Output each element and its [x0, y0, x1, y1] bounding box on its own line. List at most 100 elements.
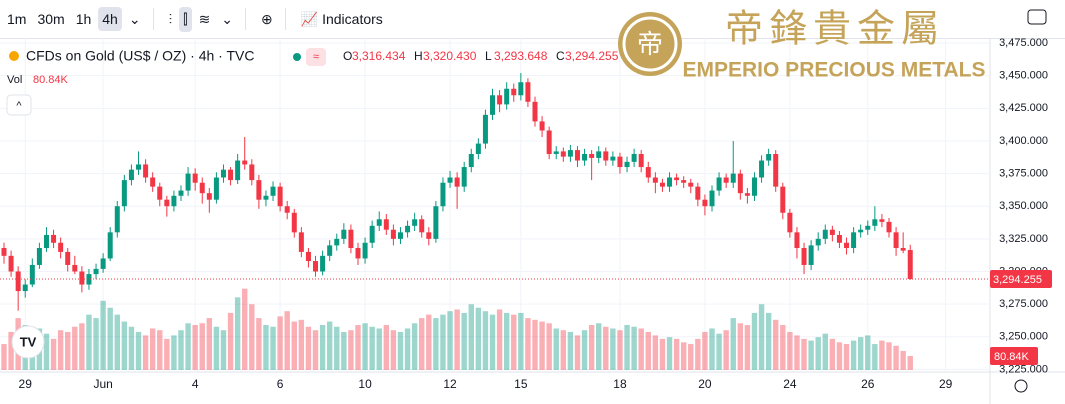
candle-body [341, 229, 347, 239]
volume-bar [815, 337, 821, 370]
volume-bar [348, 330, 354, 370]
tv-logo[interactable] [11, 325, 45, 359]
volume-bar [390, 330, 397, 370]
separator [152, 8, 154, 30]
volume-bar [787, 331, 793, 370]
candle-body [468, 154, 474, 168]
candle-body [844, 242, 850, 248]
toolbar: 1m 30m 1h 4h ⌄ ⫶ ⫿ ≋ ⌄ ⊕ 📈 Indicators [0, 0, 1065, 39]
candle-body [107, 232, 113, 259]
indicators[interactable]: 📈 Indicators [300, 10, 383, 27]
candle-body [624, 161, 630, 168]
readout-value: 3,316.434 [352, 49, 406, 63]
volume-bar [695, 338, 701, 370]
volume-bar [277, 316, 283, 370]
candle-body [128, 169, 134, 181]
volume-bar [65, 331, 71, 370]
candle-body [461, 167, 467, 187]
candle-body [390, 229, 396, 239]
volume-bar [539, 321, 545, 370]
volume-bar [234, 297, 241, 370]
x-tick-label: Jun [93, 377, 112, 391]
interval[interactable]: 1h [75, 11, 92, 27]
collapse-button[interactable] [6, 94, 32, 116]
volume-bar [482, 311, 489, 370]
area-style[interactable]: ≋ [198, 10, 211, 27]
candle-body [291, 212, 297, 233]
interval[interactable]: 1m [7, 11, 27, 27]
candle-body [419, 219, 425, 233]
volume-bar [603, 326, 609, 370]
candle-body [596, 151, 602, 158]
candle-body [907, 250, 913, 279]
y-tick-label: 3,375.000 [999, 167, 1048, 179]
candle-body [893, 232, 899, 248]
volume-bar [199, 323, 205, 370]
volume-bar [857, 337, 864, 370]
candle-body [150, 177, 156, 187]
candle-body [801, 247, 807, 265]
candle-body [787, 212, 793, 233]
snapshot-button[interactable] [1027, 9, 1047, 25]
candle-body [688, 182, 694, 187]
x-tick-label: 12 [443, 377, 457, 391]
volume-bar [900, 350, 906, 370]
volume-bar [411, 323, 418, 370]
x-tick-label: 20 [698, 377, 712, 391]
volume-bar [242, 288, 248, 370]
candle-body [51, 234, 57, 243]
volume-bar [114, 314, 120, 370]
candle-body [298, 232, 304, 252]
volume-bar [305, 326, 312, 370]
status-badge [306, 48, 326, 66]
candle-body [518, 82, 524, 96]
candle-body [822, 229, 828, 239]
candle-body [659, 182, 665, 187]
volume-bar [256, 318, 262, 370]
candle-style[interactable]: ⫿ [179, 6, 192, 32]
candle-body [560, 151, 566, 157]
volume-bar [312, 330, 319, 370]
candle-body [695, 186, 701, 200]
volume-bar [185, 323, 191, 370]
volume-bar [596, 323, 602, 370]
candle-body [759, 160, 765, 178]
candle-body [1, 247, 7, 256]
settings-button[interactable] [1014, 379, 1028, 393]
tv-logo-text: TV [20, 334, 37, 349]
volume-bar [192, 325, 198, 370]
symbol: CFDs on Gold (US$ / OZ) · 4h · TVC [26, 48, 254, 64]
volume-bar [730, 318, 736, 370]
volume-bar [765, 312, 772, 370]
volume-bar [8, 331, 14, 370]
volume-bar [426, 314, 432, 370]
candle-body [22, 284, 28, 292]
candle-body [136, 164, 142, 170]
candle-body [872, 219, 878, 226]
volume-bar [404, 328, 411, 370]
dropdown[interactable]: ⌄ [128, 10, 141, 27]
candle-body [242, 160, 248, 165]
dropdown[interactable]: ⌄ [221, 10, 234, 27]
add[interactable]: ⊕ [261, 10, 273, 27]
separator [245, 8, 247, 30]
volume-bar [433, 318, 439, 370]
volume-bar [744, 325, 751, 370]
interval[interactable]: 4h [98, 7, 122, 31]
volume-bar [751, 312, 758, 370]
candle-body [815, 238, 821, 246]
volume-label: 80.84K [994, 351, 1030, 363]
bar-style[interactable]: ⫶ [168, 10, 173, 27]
candle-body [539, 121, 545, 131]
volume-key: Vol [7, 74, 22, 86]
interval[interactable]: 30m [37, 11, 65, 27]
volume-bar [737, 323, 744, 370]
candle-body [723, 177, 729, 183]
candle-body [192, 173, 198, 183]
x-tick-label: 24 [783, 377, 797, 391]
candle-body [900, 247, 906, 251]
volume-bar [164, 338, 170, 370]
readout-key: O [343, 49, 352, 63]
readout-value: 3,293.648 [494, 49, 548, 63]
candle-body [178, 190, 184, 196]
